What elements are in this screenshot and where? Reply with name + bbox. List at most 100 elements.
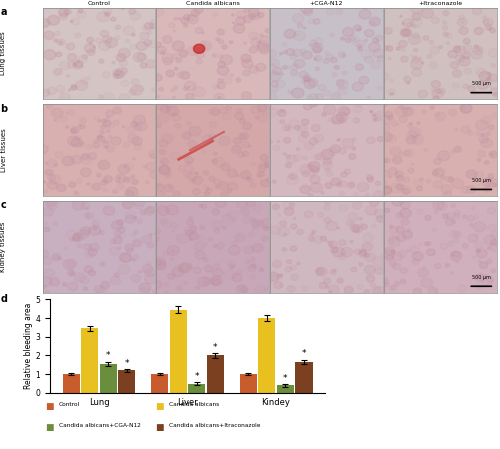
Circle shape — [442, 21, 446, 24]
Circle shape — [253, 205, 262, 211]
Circle shape — [192, 189, 200, 195]
Circle shape — [426, 249, 435, 256]
Circle shape — [436, 113, 440, 116]
Circle shape — [80, 125, 85, 129]
Circle shape — [80, 227, 90, 235]
Circle shape — [381, 186, 392, 195]
Circle shape — [217, 82, 225, 89]
Circle shape — [441, 185, 452, 194]
Circle shape — [202, 32, 204, 34]
Circle shape — [128, 134, 138, 143]
Circle shape — [99, 59, 104, 63]
Circle shape — [273, 145, 280, 151]
Circle shape — [351, 37, 356, 41]
Circle shape — [142, 235, 152, 244]
Circle shape — [140, 32, 149, 40]
Bar — [118, 370, 136, 393]
Circle shape — [251, 38, 261, 46]
Circle shape — [73, 236, 80, 242]
Circle shape — [292, 64, 298, 70]
Circle shape — [396, 234, 406, 242]
Circle shape — [129, 9, 136, 14]
Circle shape — [96, 174, 101, 177]
Circle shape — [324, 90, 330, 96]
Circle shape — [304, 78, 309, 82]
Circle shape — [332, 247, 344, 257]
Circle shape — [224, 269, 235, 279]
Circle shape — [391, 250, 396, 254]
Circle shape — [196, 59, 202, 64]
Circle shape — [477, 80, 488, 89]
Circle shape — [213, 110, 220, 115]
Circle shape — [468, 216, 474, 221]
Circle shape — [62, 156, 74, 166]
Circle shape — [240, 208, 250, 216]
Circle shape — [290, 54, 296, 59]
Circle shape — [52, 108, 63, 118]
Circle shape — [297, 262, 300, 265]
Circle shape — [477, 158, 481, 162]
Circle shape — [282, 248, 286, 251]
Circle shape — [478, 48, 482, 51]
Circle shape — [77, 244, 82, 248]
Circle shape — [370, 17, 380, 26]
Circle shape — [352, 225, 362, 233]
Circle shape — [194, 242, 204, 251]
Circle shape — [285, 126, 290, 130]
Circle shape — [433, 180, 442, 188]
Y-axis label: Relative bleeding area: Relative bleeding area — [24, 303, 32, 389]
Circle shape — [493, 184, 496, 186]
Circle shape — [262, 236, 268, 242]
Circle shape — [80, 277, 89, 284]
Bar — [295, 362, 312, 393]
Circle shape — [68, 110, 75, 115]
Circle shape — [130, 12, 140, 20]
Circle shape — [364, 253, 370, 257]
Circle shape — [485, 24, 492, 30]
Circle shape — [359, 76, 369, 84]
Circle shape — [490, 153, 494, 156]
Circle shape — [87, 37, 94, 43]
Circle shape — [72, 233, 84, 242]
Circle shape — [176, 72, 184, 78]
Circle shape — [359, 9, 371, 19]
Circle shape — [401, 219, 409, 225]
Circle shape — [189, 126, 201, 136]
Circle shape — [396, 213, 402, 218]
Circle shape — [314, 55, 322, 62]
Circle shape — [251, 264, 256, 268]
Circle shape — [374, 119, 376, 121]
Circle shape — [52, 255, 59, 260]
Circle shape — [373, 191, 384, 200]
Circle shape — [458, 57, 470, 66]
Circle shape — [413, 25, 416, 27]
Circle shape — [286, 155, 290, 158]
Circle shape — [435, 112, 446, 121]
Circle shape — [47, 201, 58, 210]
Circle shape — [173, 191, 180, 197]
Circle shape — [360, 223, 364, 226]
Circle shape — [208, 238, 212, 241]
Circle shape — [354, 249, 361, 254]
Circle shape — [68, 270, 74, 276]
Circle shape — [170, 152, 180, 160]
Circle shape — [280, 221, 286, 226]
Circle shape — [46, 162, 48, 164]
Circle shape — [395, 106, 407, 116]
Circle shape — [272, 260, 281, 268]
Circle shape — [488, 72, 491, 75]
Circle shape — [412, 57, 419, 63]
Circle shape — [103, 179, 108, 183]
Circle shape — [110, 136, 121, 145]
Circle shape — [484, 235, 496, 245]
Circle shape — [99, 41, 111, 50]
Circle shape — [354, 118, 360, 123]
Circle shape — [402, 30, 409, 36]
Circle shape — [402, 231, 412, 239]
Circle shape — [209, 176, 215, 181]
Circle shape — [84, 266, 93, 273]
Circle shape — [140, 63, 147, 68]
Circle shape — [342, 54, 345, 57]
Circle shape — [408, 124, 412, 128]
Circle shape — [97, 136, 104, 141]
